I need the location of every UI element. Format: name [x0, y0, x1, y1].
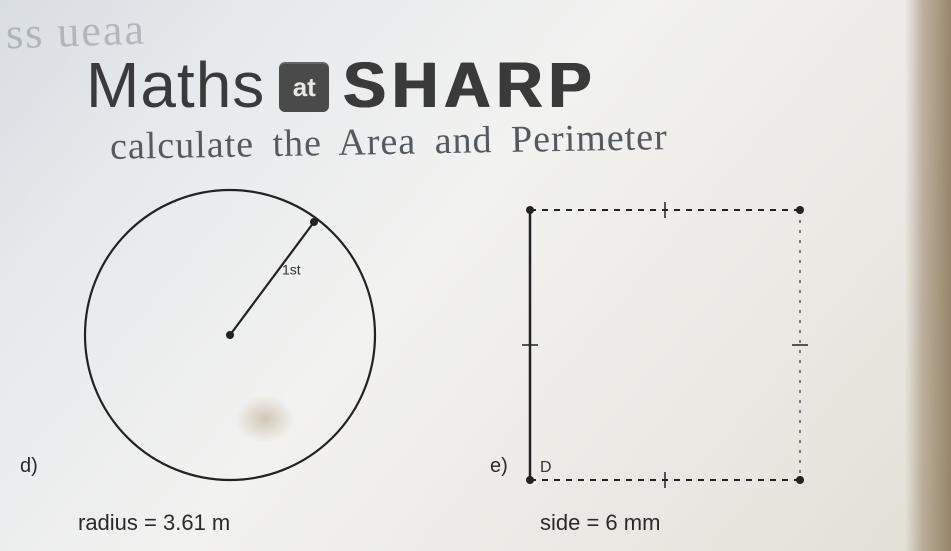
- circle-diagram: 1st: [60, 180, 400, 500]
- circle-radius-line: [230, 222, 314, 335]
- circle-edge-dot: [310, 218, 318, 226]
- circle-tick-label: 1st: [282, 262, 301, 278]
- brand-line: Maths at SHARP: [86, 48, 597, 122]
- brand-word-maths: Maths: [86, 48, 265, 122]
- square-vertex-label: D: [540, 459, 552, 476]
- square-diagram: D: [500, 190, 860, 490]
- question-d-label: d): [20, 455, 38, 478]
- brand-word-sharp: SHARP: [343, 48, 597, 122]
- question-e-label: e): [490, 455, 508, 478]
- worksheet-page: ss ueaa Maths at SHARP calculate the Are…: [0, 0, 951, 551]
- square-measure-text: side = 6 mm: [540, 510, 660, 536]
- circle-center-dot: [226, 331, 234, 339]
- figure-d: d) 1st radius = 3.61 m: [60, 180, 480, 505]
- instruction-handwriting: calculate the Area and Perimeter: [110, 115, 668, 169]
- figure-e: e) D side = 6 mm: [500, 190, 920, 495]
- figures-row: d) 1st radius = 3.61 m e) D side = 6 mm: [60, 180, 911, 541]
- brand-badge-at: at: [279, 62, 329, 112]
- circle-measure-text: radius = 3.61 m: [78, 510, 230, 536]
